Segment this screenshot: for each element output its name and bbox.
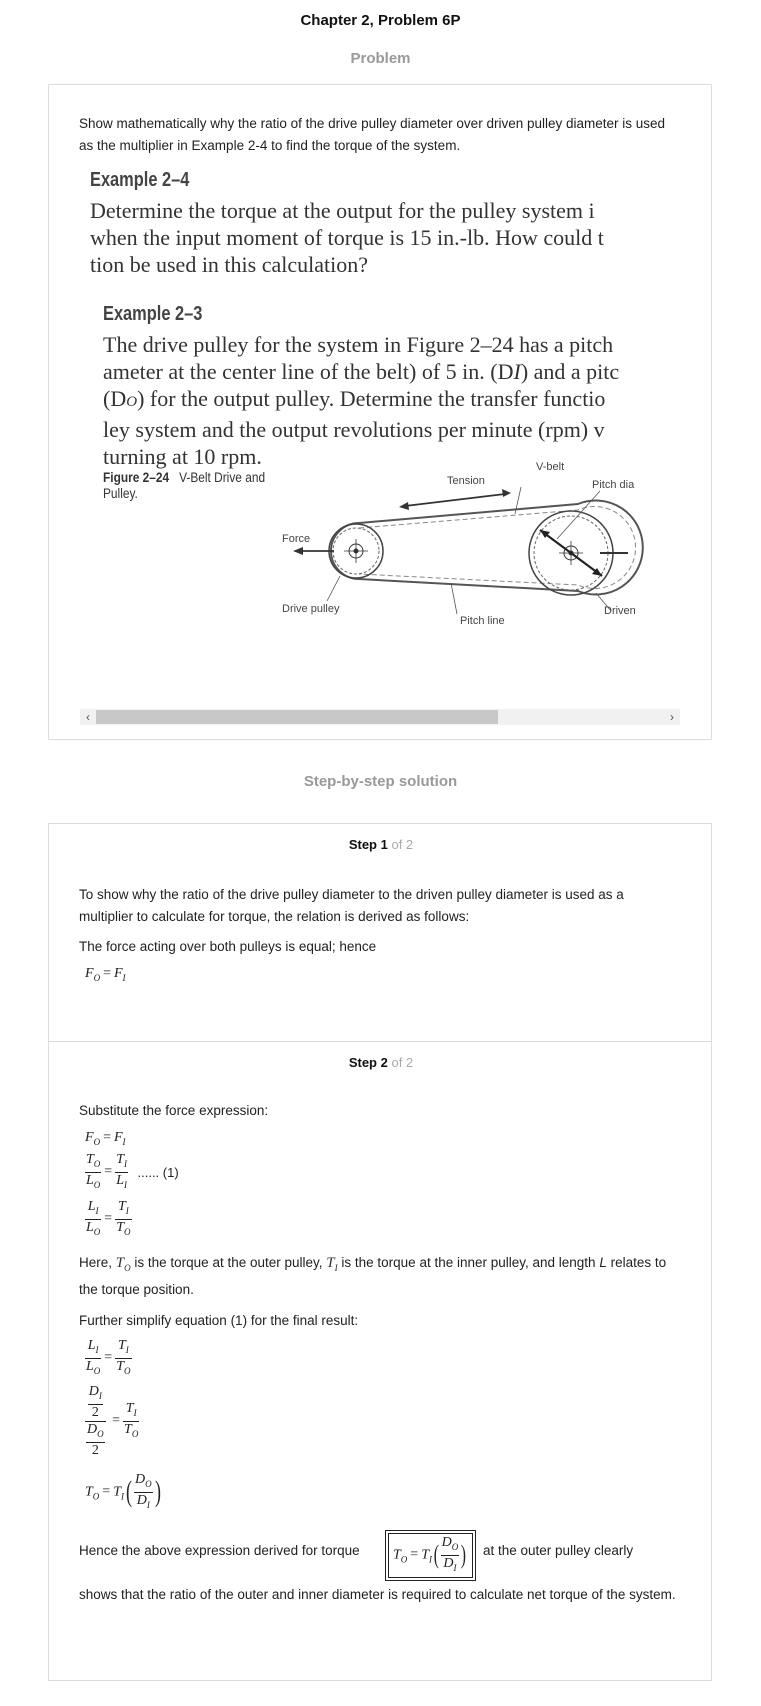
example-2-4-line: when the input moment of torque is 15 in…: [90, 225, 604, 250]
step-2-conclusion-end: shows that the ratio of the outer and in…: [79, 1587, 676, 1602]
step-2-substitute-text: Substitute the force expression:: [79, 1103, 269, 1118]
example-2-4-heading: Example 2–4: [90, 169, 190, 191]
equation-ratio: LI LO = TI TO: [85, 1199, 132, 1237]
page-title: Chapter 2, Problem 6P: [300, 12, 461, 29]
example-2-3-line: (DO) for the output pulley. Determine th…: [103, 386, 606, 411]
equation-ratio-repeat: LI LO = TI TO: [85, 1338, 132, 1376]
horizontal-scrollbar[interactable]: ‹ ›: [80, 709, 680, 725]
step-2-box: Step 2 of 2 Substitute the force express…: [48, 1041, 712, 1681]
step-1-force-text: The force acting over both pulleys is eq…: [79, 939, 377, 954]
label-force: Force: [282, 533, 311, 545]
example-2-3-line: The drive pulley for the system in Figur…: [103, 332, 614, 357]
equation-diameter-ratio: DI 2 DO 2 = TI TO: [85, 1384, 140, 1458]
example-2-4-line: tion be used in this calculation?: [90, 252, 368, 277]
solution-heading: Step-by-step solution: [303, 773, 458, 790]
scrollbar-thumb[interactable]: [96, 710, 498, 724]
problem-heading: Problem: [350, 50, 411, 67]
scroll-right-icon[interactable]: ›: [670, 710, 674, 724]
problem-question: Show mathematically why the ratio of the…: [79, 116, 666, 153]
example-2-4-line: Determine the torque at the output for t…: [90, 198, 595, 223]
equation-torque-result: TO = TI(DO DI): [85, 1472, 161, 1510]
figure-caption: Figure 2–24 V-Belt Drive and: [103, 469, 266, 485]
example-2-3-line: ley system and the output revolutions pe…: [103, 417, 605, 442]
equation-1: TO LO = TI LI ...... (1): [85, 1152, 179, 1190]
figure-caption-line2: Pulley.: [103, 485, 138, 501]
step-1-title: Step 1 of 2: [348, 837, 414, 852]
boxed-torque-equation: TO = TI(DO DI): [385, 1530, 476, 1581]
scroll-left-icon[interactable]: ‹: [86, 710, 90, 724]
step-2-conclusion: Hence the above expression derived for t…: [79, 1530, 679, 1581]
label-tension: Tension: [447, 475, 485, 487]
step-1-intro: To show why the ratio of the drive pulle…: [79, 887, 624, 924]
example-2-3-line: turning at 10 rpm.: [103, 444, 262, 469]
label-driven: Driven: [604, 605, 636, 617]
label-pitch-line: Pitch line: [460, 615, 505, 627]
label-pitch-dia: Pitch dia: [592, 479, 635, 491]
step-2-here-text: Here, TO is the torque at the outer pull…: [79, 1255, 667, 1297]
problem-box: Show mathematically why the ratio of the…: [48, 84, 712, 740]
label-drive-pulley: Drive pulley: [282, 603, 340, 615]
step-2-simplify-text: Further simplify equation (1) for the fi…: [79, 1313, 359, 1328]
equation-force-equal: FO = FI: [85, 966, 126, 984]
step-2-title: Step 2 of 2: [348, 1055, 414, 1070]
label-v-belt: V-belt: [536, 461, 565, 473]
problem-image: Example 2–4 Determine the torque at the …: [80, 169, 680, 705]
example-2-3-heading: Example 2–3: [103, 303, 203, 325]
belt-drive-diagram: [293, 486, 644, 615]
step-1-box: Step 1 of 2 To show why the ratio of the…: [48, 823, 712, 1042]
equation-force: FO = FI: [85, 1130, 126, 1148]
example-2-3-line: ameter at the center line of the belt) o…: [103, 359, 620, 384]
